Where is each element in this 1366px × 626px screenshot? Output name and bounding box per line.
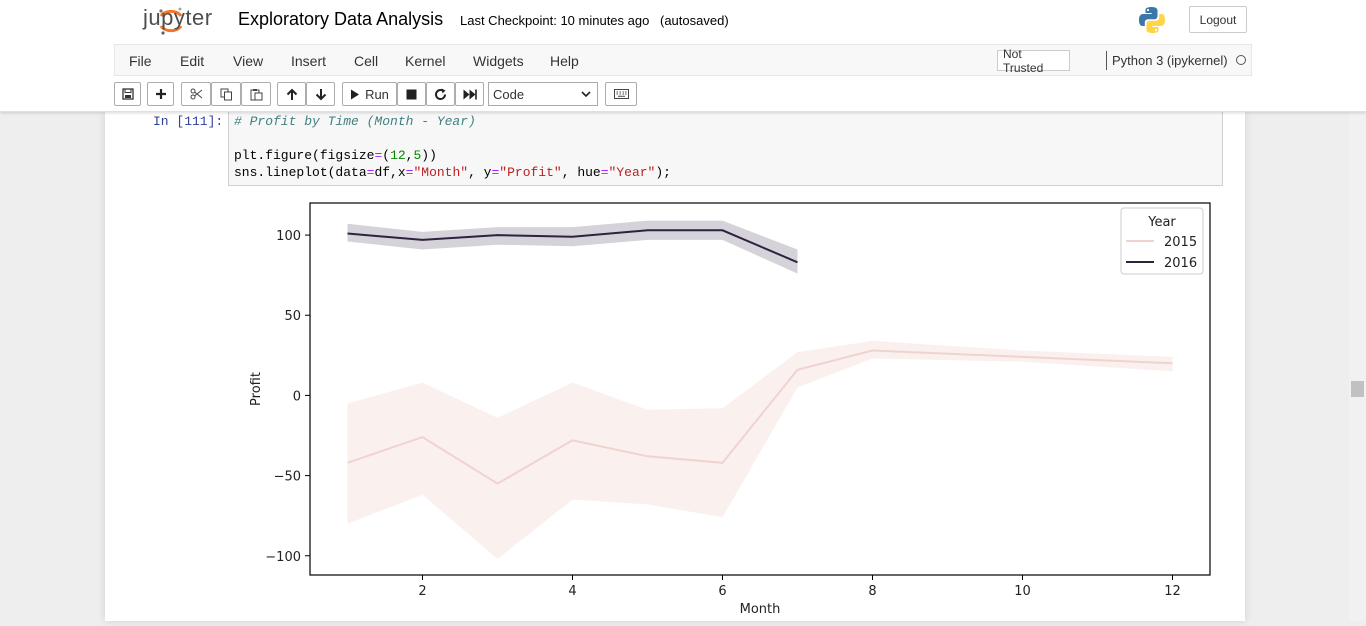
copy-icon bbox=[220, 88, 233, 101]
fast-forward-icon bbox=[463, 89, 477, 100]
y-tick-label: −100 bbox=[265, 550, 301, 565]
jupyter-logo-text: jupyter bbox=[143, 5, 213, 31]
x-tick-label: 2 bbox=[418, 584, 426, 599]
stop-icon bbox=[406, 89, 417, 100]
ci-band-2015 bbox=[348, 341, 1173, 559]
y-axis-label: Profit bbox=[249, 372, 264, 406]
y-tick-label: −50 bbox=[274, 470, 301, 485]
y-tick-label: 100 bbox=[276, 229, 301, 244]
y-tick-label: 50 bbox=[284, 309, 301, 324]
run-button-label: Run bbox=[365, 87, 389, 102]
menu-view[interactable]: View bbox=[233, 53, 263, 69]
autosave-status: (autosaved) bbox=[660, 13, 729, 28]
x-tick-label: 10 bbox=[1014, 584, 1031, 599]
x-tick-label: 8 bbox=[868, 584, 876, 599]
cut-button[interactable] bbox=[181, 82, 211, 106]
legend-label-2015: 2015 bbox=[1164, 235, 1197, 250]
legend-title: Year bbox=[1147, 215, 1176, 230]
chevron-down-icon bbox=[581, 88, 591, 100]
insert-cell-button[interactable] bbox=[147, 82, 174, 106]
chart-svg: 2 4 6 8 10 12 −100 −50 0 50 100 Month Profit Year 2015… bbox=[228, 196, 1223, 621]
arrow-down-icon bbox=[315, 88, 327, 101]
x-axis-label: Month bbox=[740, 602, 781, 617]
checkpoint-status: Last Checkpoint: 10 minutes ago bbox=[460, 13, 649, 28]
kernel-idle-indicator-icon bbox=[1236, 55, 1246, 65]
python-logo-icon bbox=[1137, 5, 1167, 35]
cut-icon bbox=[190, 88, 203, 100]
notebook-title[interactable]: Exploratory Data Analysis bbox=[238, 9, 443, 30]
notebook-header: jupyter Exploratory Data Analysis Last C… bbox=[0, 0, 1366, 112]
logout-button[interactable]: Logout bbox=[1189, 6, 1247, 33]
move-up-button[interactable] bbox=[277, 82, 306, 106]
notebook-toolbar: Run Code bbox=[114, 80, 674, 108]
code-line-figure: plt.figure(figsize=(12,5)) bbox=[234, 148, 437, 163]
save-icon bbox=[122, 88, 134, 100]
cell-type-value: Code bbox=[493, 87, 524, 102]
code-line-comment: # Profit by Time (Month - Year) bbox=[234, 114, 476, 129]
menu-bar: File Edit View Insert Cell Kernel Widget… bbox=[114, 44, 1252, 76]
cell-output-area: 2 4 6 8 10 12 −100 −50 0 50 100 Month Profit Year 2015… bbox=[228, 196, 1223, 621]
copy-button[interactable] bbox=[211, 82, 241, 106]
kernel-separator bbox=[1106, 51, 1107, 70]
y-tick-label: 0 bbox=[293, 389, 301, 404]
scrollbar-thumb[interactable] bbox=[1351, 381, 1364, 397]
code-line-lineplot: sns.lineplot(data=df,x="Month", y="Profi… bbox=[234, 165, 671, 180]
run-icon bbox=[350, 89, 360, 100]
paste-button[interactable] bbox=[241, 82, 271, 106]
menu-edit[interactable]: Edit bbox=[180, 53, 204, 69]
arrow-up-icon bbox=[286, 88, 298, 101]
profit-lineplot-chart: 2 4 6 8 10 12 −100 −50 0 50 100 Month Profit Year 2015… bbox=[228, 196, 1223, 626]
code-cell-editor[interactable]: # Profit by Time (Month - Year) plt.figu… bbox=[228, 111, 1223, 186]
x-tick-label: 6 bbox=[718, 584, 726, 599]
paste-icon bbox=[250, 88, 263, 101]
save-button[interactable] bbox=[114, 82, 141, 106]
menu-help[interactable]: Help bbox=[550, 53, 579, 69]
command-palette-button[interactable] bbox=[605, 82, 637, 106]
keyboard-icon bbox=[614, 89, 629, 99]
cell-input-prompt: In [111]: bbox=[153, 114, 223, 129]
interrupt-button[interactable] bbox=[397, 82, 426, 106]
menu-insert[interactable]: Insert bbox=[291, 53, 326, 69]
cell-type-select[interactable]: Code bbox=[488, 82, 598, 106]
run-button[interactable]: Run bbox=[342, 82, 397, 106]
menu-file[interactable]: File bbox=[129, 53, 152, 69]
menu-widgets[interactable]: Widgets bbox=[473, 53, 524, 69]
x-tick-label: 12 bbox=[1164, 584, 1181, 599]
kernel-name[interactable]: Python 3 (ipykernel) bbox=[1112, 53, 1228, 68]
x-tick-label: 4 bbox=[568, 584, 576, 599]
restart-button[interactable] bbox=[426, 82, 455, 106]
restart-icon bbox=[434, 88, 447, 101]
menu-kernel[interactable]: Kernel bbox=[405, 53, 445, 69]
plus-icon bbox=[155, 88, 167, 100]
move-down-button[interactable] bbox=[306, 82, 335, 106]
menu-cell[interactable]: Cell bbox=[354, 53, 378, 69]
notebook-container: In [111]: # Profit by Time (Month - Year… bbox=[105, 111, 1245, 621]
legend-label-2016: 2016 bbox=[1164, 256, 1197, 271]
page-scrollbar[interactable] bbox=[1349, 111, 1366, 621]
ci-band-2016 bbox=[348, 221, 798, 274]
restart-run-all-button[interactable] bbox=[455, 82, 484, 106]
not-trusted-button[interactable]: Not Trusted bbox=[997, 50, 1070, 71]
code-comment: # Profit by Time (Month - Year) bbox=[234, 114, 476, 129]
